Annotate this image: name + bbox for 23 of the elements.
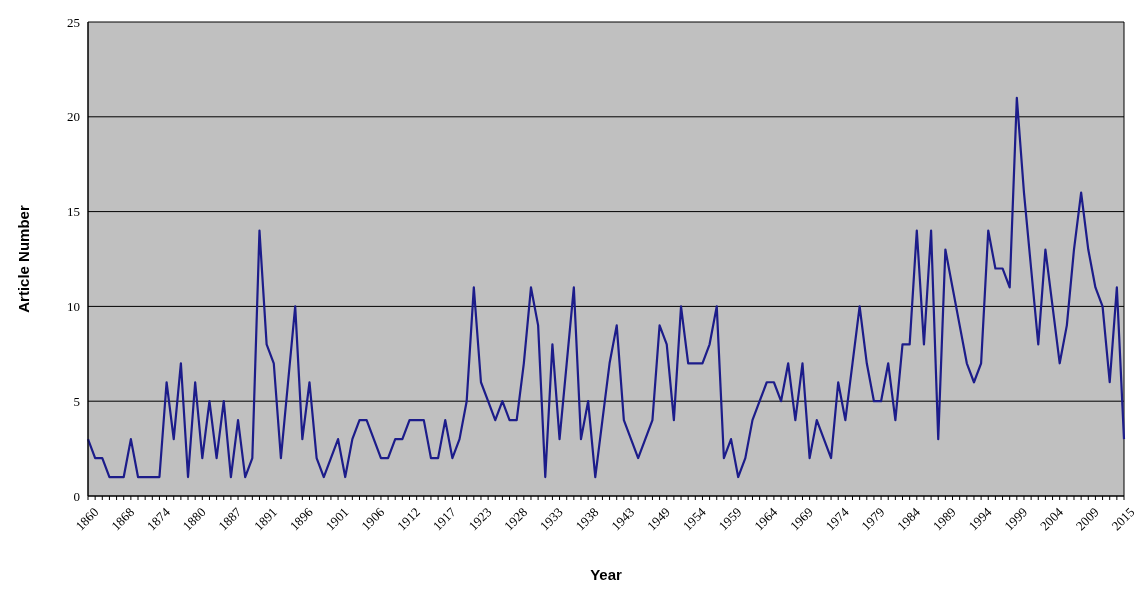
x-tick-label: 1989 <box>929 504 959 534</box>
y-tick-label: 20 <box>67 109 80 125</box>
x-tick-label: 1974 <box>822 504 852 534</box>
y-tick-label: 15 <box>67 204 80 220</box>
y-tick-label: 0 <box>73 488 80 504</box>
x-tick-label: 1874 <box>143 504 174 534</box>
x-tick-label: 1901 <box>322 504 352 534</box>
line-series <box>86 96 1126 479</box>
x-tick-label: 1954 <box>679 504 710 534</box>
y-tick-label: 25 <box>67 14 80 30</box>
x-tick-label: 1891 <box>251 504 281 534</box>
x-axis-title: Year <box>590 566 623 583</box>
x-tick-label: 1860 <box>72 504 102 534</box>
x-tick-label: 1933 <box>536 504 566 534</box>
x-tick-label: 1923 <box>465 504 495 534</box>
x-tick-label: 1959 <box>715 504 745 534</box>
x-tick-label: 1938 <box>572 504 602 534</box>
x-tick-label: 1994 <box>965 504 995 534</box>
x-tick-label: 1896 <box>286 504 317 534</box>
y-tick-label: 5 <box>73 393 80 409</box>
y-tick-label: 10 <box>67 299 80 315</box>
y-axis-title: Article Number <box>15 205 33 313</box>
x-tick-label: 1880 <box>179 504 209 534</box>
